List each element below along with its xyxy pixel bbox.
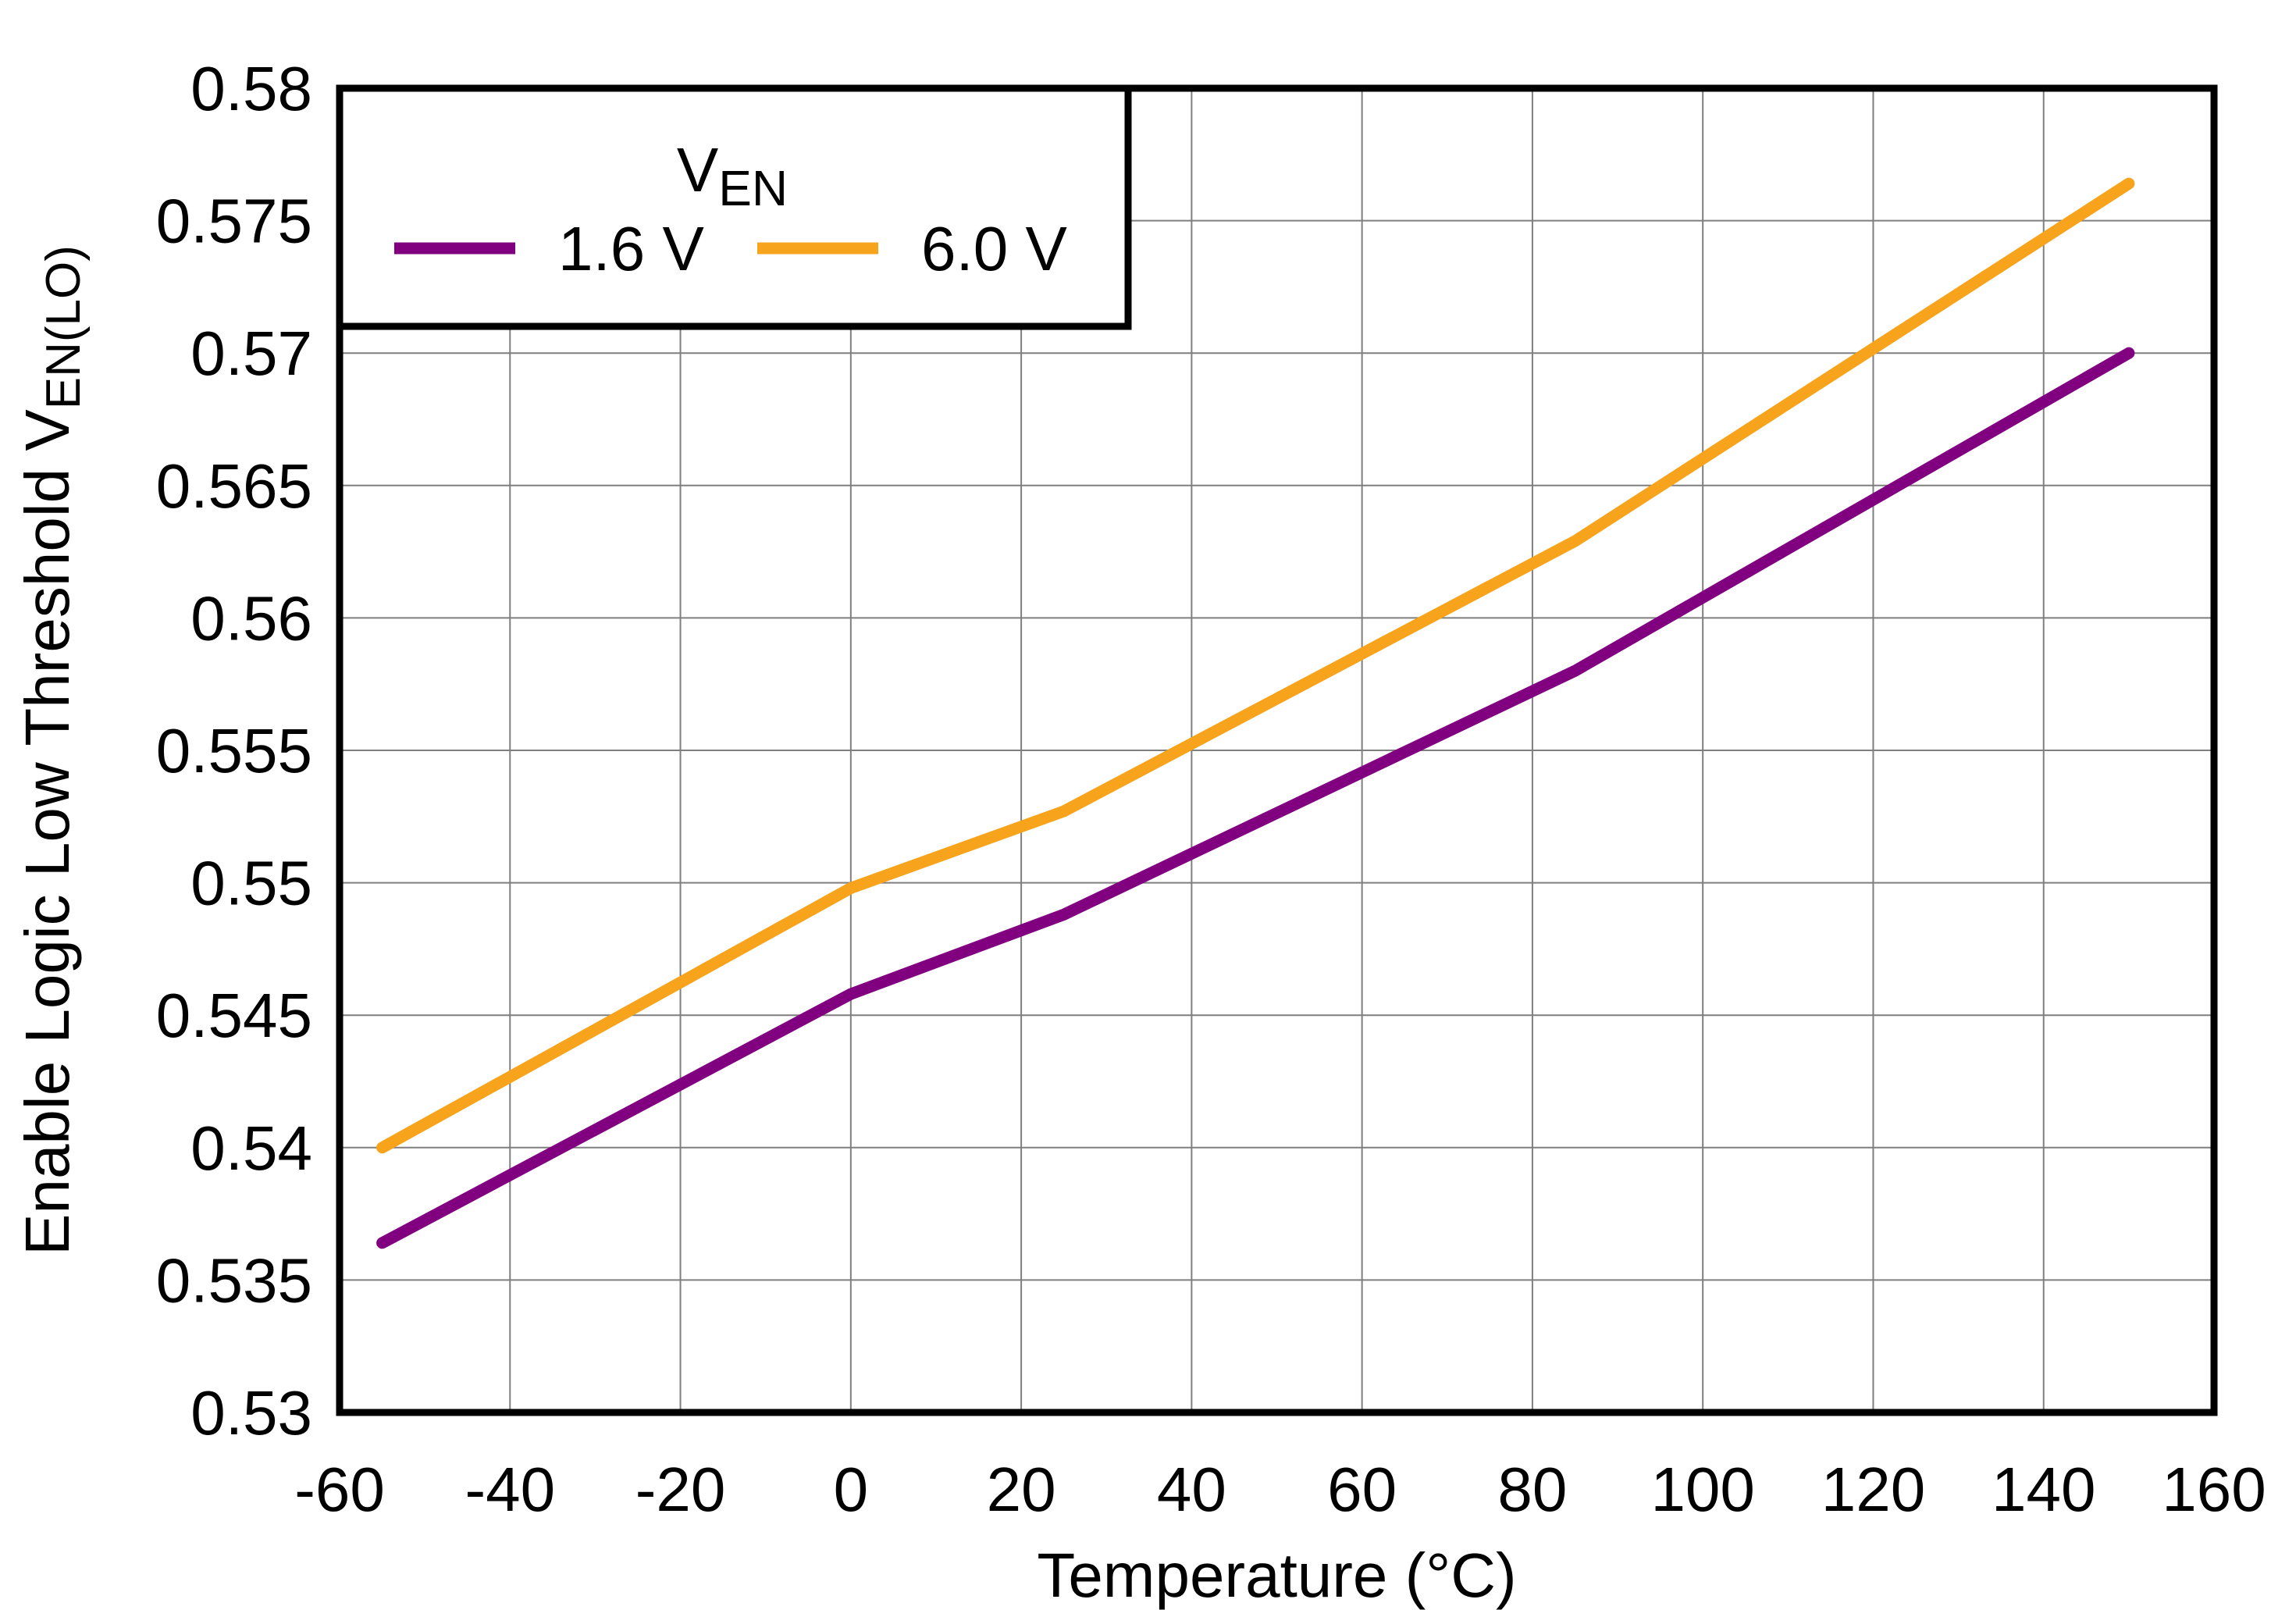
x-tick-label: 20: [987, 1455, 1056, 1524]
x-tick-label: 0: [834, 1455, 869, 1524]
y-tick-label: 0.575: [156, 187, 312, 256]
y-tick-label: 0.545: [156, 981, 312, 1050]
legend-title: VEN: [677, 135, 788, 216]
legend-items: 1.6 V 6.0 V: [394, 214, 1067, 283]
y-tick-label: 0.565: [156, 451, 312, 521]
x-tick-label: 160: [2162, 1455, 2266, 1524]
y-tick-label: 0.555: [156, 716, 312, 785]
y-axis-label-subscript: EN(LO): [37, 245, 91, 409]
y-tick-label: 0.57: [190, 319, 312, 388]
legend: VEN 1.6 V 6.0 V: [336, 84, 1132, 330]
x-tick-label: 80: [1497, 1455, 1567, 1524]
x-tick-label: -20: [635, 1455, 726, 1524]
legend-title-subscript: EN: [718, 160, 788, 216]
y-axis-label-main: Enable Logic Low Threshold V: [12, 409, 82, 1256]
legend-label: 1.6 V: [558, 214, 704, 283]
x-tick-label: 60: [1327, 1455, 1397, 1524]
x-tick-label: 120: [1821, 1455, 1925, 1524]
legend-box: [336, 84, 1132, 330]
y-tick-label: 0.535: [156, 1245, 312, 1315]
x-axis-label: Temperature (°C): [1037, 1541, 1516, 1610]
legend-title-main: V: [677, 135, 719, 205]
series-line: [376, 347, 2135, 1249]
y-tick-label: 0.53: [190, 1378, 312, 1448]
series-line: [376, 177, 2135, 1154]
x-tick-label: -40: [465, 1455, 555, 1524]
y-axis-label: Enable Logic Low Threshold VEN(LO): [12, 245, 91, 1256]
plot-frame: [336, 84, 2218, 1416]
y-tick-label: 0.58: [190, 54, 312, 123]
y-tick-label: 0.54: [190, 1113, 312, 1183]
y-tick-label: 0.55: [190, 849, 312, 918]
x-tick-label: 40: [1157, 1455, 1226, 1524]
legend-label: 6.0 V: [921, 214, 1067, 283]
y-tick-label: 0.56: [190, 583, 312, 653]
x-tick-label: -60: [294, 1455, 385, 1524]
tick-labels: -60 -40 -20 0 20 40 60 80 100 120 140 160 0.53 0.535 0…: [156, 54, 2266, 1524]
x-tick-label: 140: [1992, 1455, 2095, 1524]
series-lines: [376, 177, 2135, 1249]
x-tick-label: 100: [1650, 1455, 1754, 1524]
